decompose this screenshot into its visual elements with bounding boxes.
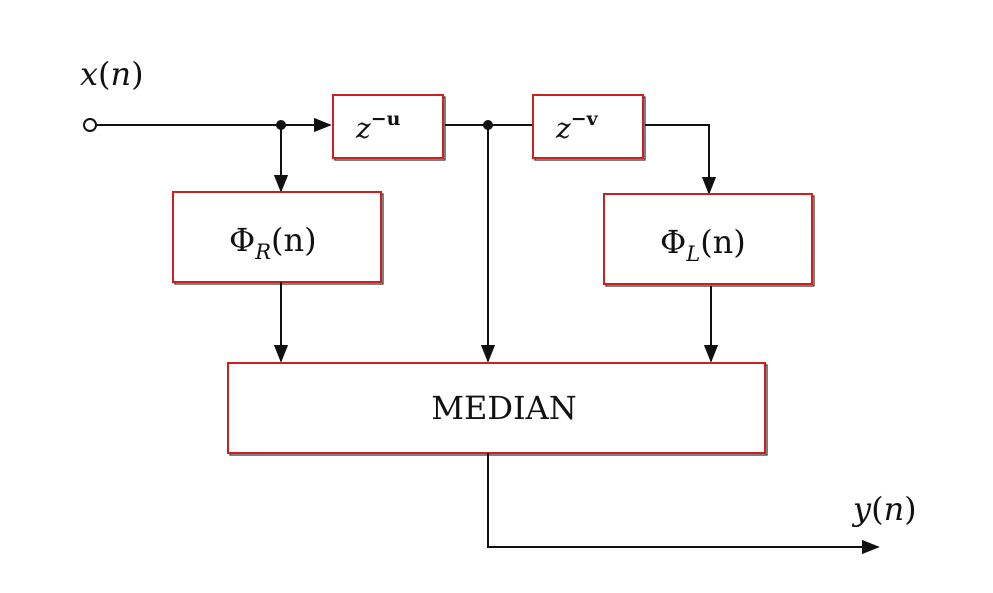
input-terminal xyxy=(83,118,97,132)
output-wire xyxy=(487,453,880,555)
median-box xyxy=(227,362,766,454)
phi-l-label: ΦL(n) xyxy=(660,223,746,266)
phi-r-box xyxy=(172,191,382,283)
phi-r-label: ΦR(n) xyxy=(229,221,317,264)
delay-box-u xyxy=(332,94,444,159)
median-label: MEDIAN xyxy=(431,389,577,427)
delay-v-label: z−v xyxy=(555,108,599,145)
output-label: y(n) xyxy=(851,490,917,528)
input-label: x(n) xyxy=(80,55,144,93)
wire-to-phi-l xyxy=(645,124,717,195)
delay-u-label: z−u xyxy=(355,108,401,145)
phi-l-box xyxy=(603,193,813,285)
delay-box-v xyxy=(532,94,644,159)
